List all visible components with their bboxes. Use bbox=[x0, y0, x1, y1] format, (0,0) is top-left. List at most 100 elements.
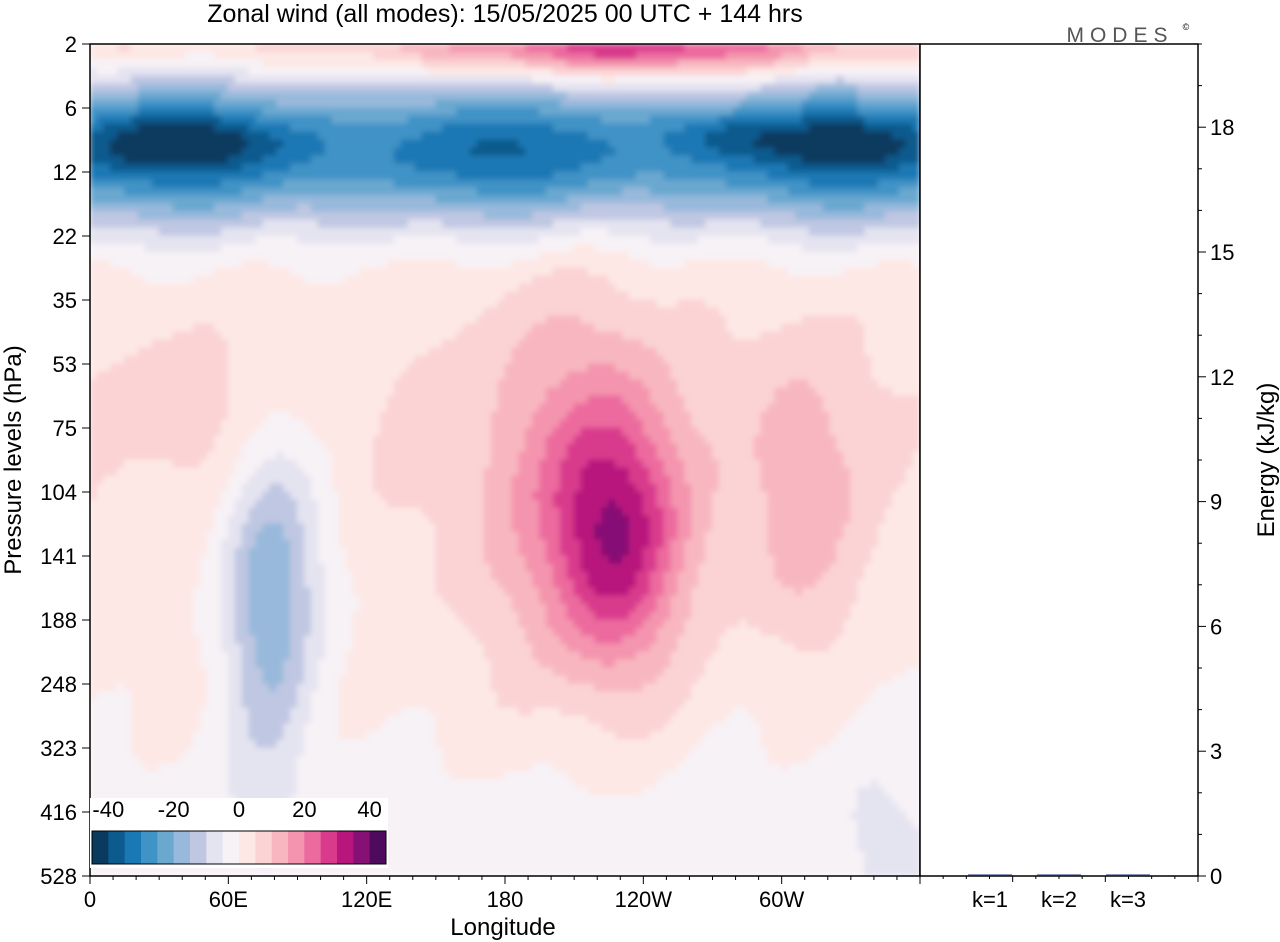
field-cell bbox=[317, 323, 326, 333]
field-cell bbox=[96, 243, 105, 253]
field-cell bbox=[303, 171, 312, 181]
field-cell bbox=[220, 147, 229, 157]
field-cell bbox=[843, 307, 852, 317]
field-cell bbox=[276, 115, 285, 125]
field-cell bbox=[836, 131, 845, 141]
field-cell bbox=[352, 219, 361, 229]
field-cell bbox=[753, 259, 762, 269]
field-cell bbox=[504, 243, 513, 253]
field-cell bbox=[186, 251, 195, 261]
field-cell bbox=[871, 211, 879, 221]
field-cell bbox=[248, 291, 257, 301]
field-cell bbox=[110, 275, 119, 285]
field-cell bbox=[310, 267, 319, 277]
field-cell bbox=[642, 315, 651, 325]
field-cell bbox=[850, 75, 859, 85]
field-cell bbox=[511, 219, 520, 229]
field-cell bbox=[207, 355, 215, 365]
field-cell bbox=[345, 235, 354, 245]
field-cell bbox=[601, 59, 610, 69]
field-cell bbox=[103, 275, 112, 285]
field-cell bbox=[836, 355, 845, 365]
field-cell bbox=[815, 227, 824, 237]
field-cell bbox=[801, 163, 810, 173]
field-cell bbox=[836, 331, 845, 341]
field-cell bbox=[767, 44, 776, 53]
field-cell bbox=[400, 59, 409, 69]
field-cell bbox=[905, 123, 914, 133]
field-cell bbox=[483, 259, 492, 269]
field-cell bbox=[601, 139, 610, 149]
field-cell bbox=[684, 299, 693, 309]
field-cell bbox=[483, 147, 492, 157]
field-cell bbox=[248, 187, 257, 197]
field-cell bbox=[539, 235, 547, 245]
field-cell bbox=[179, 195, 188, 205]
field-cell bbox=[712, 203, 720, 213]
field-cell bbox=[131, 339, 139, 349]
field-cell bbox=[656, 179, 665, 189]
field-cell bbox=[456, 259, 464, 269]
field-cell bbox=[158, 251, 167, 261]
field-cell bbox=[546, 91, 554, 101]
field-cell bbox=[90, 347, 98, 357]
field-cell bbox=[310, 155, 319, 165]
field-cell bbox=[449, 83, 458, 93]
field-cell bbox=[276, 211, 285, 221]
field-cell bbox=[552, 147, 561, 157]
field-cell bbox=[912, 59, 920, 69]
field-cell bbox=[407, 371, 416, 381]
field-cell bbox=[207, 275, 215, 285]
field-cell bbox=[200, 115, 209, 125]
field-cell bbox=[345, 139, 354, 149]
field-cell bbox=[753, 139, 762, 149]
field-cell bbox=[511, 267, 520, 277]
field-cell bbox=[393, 363, 402, 373]
field-cell bbox=[891, 155, 900, 165]
field-cell bbox=[428, 187, 437, 197]
field-cell bbox=[290, 299, 298, 309]
field-cell bbox=[310, 44, 319, 53]
field-cell bbox=[739, 219, 748, 229]
field-cell bbox=[144, 323, 153, 333]
field-cell bbox=[137, 371, 146, 381]
field-cell bbox=[137, 307, 146, 317]
field-cell bbox=[760, 307, 769, 317]
field-cell bbox=[490, 179, 499, 189]
field-cell bbox=[746, 155, 755, 165]
field-cell bbox=[220, 51, 229, 61]
field-cell bbox=[898, 51, 907, 61]
field-cell bbox=[795, 203, 803, 213]
field-cell bbox=[871, 235, 879, 245]
field-cell bbox=[898, 227, 907, 237]
field-cell bbox=[463, 67, 471, 77]
field-cell bbox=[850, 267, 859, 277]
field-cell bbox=[622, 107, 630, 117]
field-cell bbox=[912, 363, 920, 373]
field-cell bbox=[463, 59, 471, 69]
field-cell bbox=[248, 75, 257, 85]
field-cell bbox=[345, 331, 354, 341]
field-cell bbox=[732, 211, 741, 221]
field-cell bbox=[532, 147, 541, 157]
field-cell bbox=[428, 211, 437, 221]
field-cell bbox=[635, 251, 644, 261]
field-cell bbox=[497, 115, 506, 125]
field-cell bbox=[725, 51, 734, 61]
field-cell bbox=[469, 163, 478, 173]
field-cell bbox=[539, 171, 547, 181]
field-cell bbox=[262, 371, 271, 381]
field-cell bbox=[165, 227, 174, 237]
field-cell bbox=[594, 363, 603, 373]
field-cell bbox=[559, 243, 568, 253]
field-cell bbox=[629, 275, 637, 285]
field-cell bbox=[110, 171, 119, 181]
field-cell bbox=[469, 179, 478, 189]
field-cell bbox=[808, 91, 817, 101]
field-cell bbox=[186, 155, 195, 165]
field-cell bbox=[781, 51, 790, 61]
field-cell bbox=[220, 203, 229, 213]
field-cell bbox=[193, 147, 202, 157]
field-cell bbox=[878, 115, 886, 125]
field-cell bbox=[110, 299, 119, 309]
